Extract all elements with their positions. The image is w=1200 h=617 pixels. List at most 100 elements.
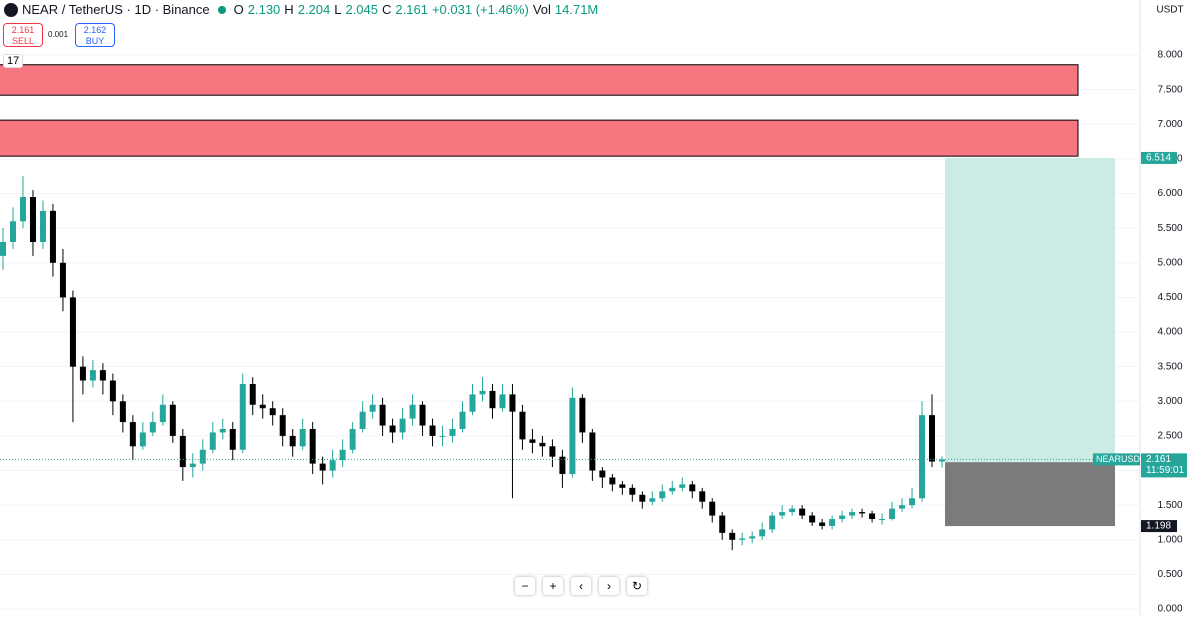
candle-body: [749, 536, 756, 539]
candle-body: [669, 487, 676, 492]
candle-body: [299, 428, 306, 447]
candle-body: [559, 456, 566, 475]
candle-body: [789, 508, 796, 513]
candle-body: [689, 484, 696, 492]
candle-body: [759, 529, 766, 537]
candle-body: [939, 459, 945, 462]
candle-body: [639, 494, 646, 502]
candle-body: [709, 501, 716, 516]
candle-body: [509, 394, 516, 412]
candle-body: [119, 401, 126, 423]
last-price-tag-bg: [1141, 453, 1187, 478]
candle-body: [209, 432, 216, 450]
candle-body: [259, 404, 266, 409]
candle-body: [349, 428, 356, 450]
candle-body: [809, 515, 816, 523]
candle-body: [899, 505, 906, 509]
candle-body: [239, 383, 246, 450]
candle-body: [199, 449, 206, 464]
logo: [4, 2, 18, 17]
scroll-right[interactable]: ›: [599, 577, 619, 595]
stop-tag-bg: [1141, 520, 1177, 533]
candle-body: [519, 411, 526, 440]
candle-body: [59, 262, 66, 298]
candle-body: [549, 446, 556, 457]
indicator-toggle[interactable]: 17: [3, 54, 24, 68]
candle-body: [409, 404, 416, 419]
candle-body: [929, 415, 936, 462]
ohlc-value: 2.204: [297, 2, 331, 17]
candle-body: [499, 394, 506, 409]
candle-body: [659, 491, 666, 499]
candle-body: [389, 425, 396, 433]
candle-body: [0, 242, 6, 256]
symbol-tag-bg: [1093, 453, 1140, 466]
candle-body: [839, 515, 846, 520]
candle-body: [159, 404, 166, 423]
scroll-left[interactable]: ‹: [571, 577, 591, 595]
candle-body: [339, 449, 346, 461]
reset[interactable]: ↻: [627, 577, 647, 595]
candle-body: [79, 366, 86, 381]
vol: 14.71M: [554, 2, 599, 17]
ohlc-key: O: [233, 2, 244, 17]
y-tick-label: 6.000: [1157, 188, 1182, 199]
candle-body: [109, 380, 116, 402]
candle-body: [579, 397, 586, 433]
vol-key: Vol: [532, 2, 551, 17]
market-status: [217, 5, 226, 14]
symbol[interactable]: NEAR / TetherUS · 1D · Binance: [22, 2, 210, 17]
buy-button[interactable]: 2.162 BUY: [75, 23, 115, 47]
candle-body: [799, 508, 806, 516]
candle-body: [469, 394, 476, 412]
y-tick-label: 0.500: [1157, 569, 1182, 580]
y-tick-label: 4.500: [1157, 292, 1182, 303]
spread: 0.001: [48, 30, 69, 39]
zone: [0, 64, 1079, 96]
currency: USDT: [1156, 5, 1183, 16]
buy-label: BUY: [85, 36, 105, 46]
candle-body: [359, 411, 366, 429]
candle-body: [89, 370, 96, 381]
ohlc-value: 2.130: [247, 2, 281, 17]
ohlc-value: 2.161: [395, 2, 428, 17]
last-price-tag: 2.161: [1146, 454, 1171, 465]
candle-body: [649, 498, 656, 502]
y-tick-label: 4.000: [1157, 327, 1182, 338]
candle-body: [569, 397, 576, 475]
y-tick-label: 3.500: [1157, 361, 1182, 372]
y-tick-label: 1.500: [1157, 500, 1182, 511]
sell-button[interactable]: 2.161 SELL: [3, 23, 43, 47]
y-tick-label: 2.500: [1157, 431, 1182, 442]
y-tick-label: 3.000: [1157, 396, 1182, 407]
candle-body: [729, 532, 736, 540]
symbol-tag: NEARUSDT: [1096, 454, 1146, 464]
zoom-in[interactable]: +: [543, 577, 563, 595]
candle-body: [369, 404, 376, 412]
y-tick-label: 0.000: [1157, 604, 1182, 615]
candle-body: [319, 463, 326, 471]
target-tag: 6.514: [1146, 153, 1171, 164]
position-profit: [945, 157, 1115, 463]
candle-body: [399, 418, 406, 433]
candle-body: [869, 513, 876, 520]
zoom-out[interactable]: −: [515, 577, 535, 595]
zone: [0, 119, 1079, 157]
candle-body: [529, 439, 536, 443]
target-tag-bg: [1141, 151, 1177, 164]
ohlc-key: L: [334, 2, 342, 17]
candle-body: [719, 515, 726, 533]
y-tick-label: 7.000: [1157, 119, 1182, 130]
candle-body: [379, 404, 386, 426]
candle-body: [779, 512, 786, 516]
candle-body: [819, 522, 826, 526]
candle-body: [679, 484, 686, 488]
candle-body: [269, 408, 276, 416]
candle-body: [739, 538, 746, 540]
candle-body: [9, 221, 16, 243]
candle-body: [489, 390, 496, 409]
candle-body: [889, 508, 896, 520]
y-tick-label: 1.000: [1157, 534, 1182, 545]
candle-body: [49, 210, 56, 263]
candle-body: [19, 197, 26, 222]
